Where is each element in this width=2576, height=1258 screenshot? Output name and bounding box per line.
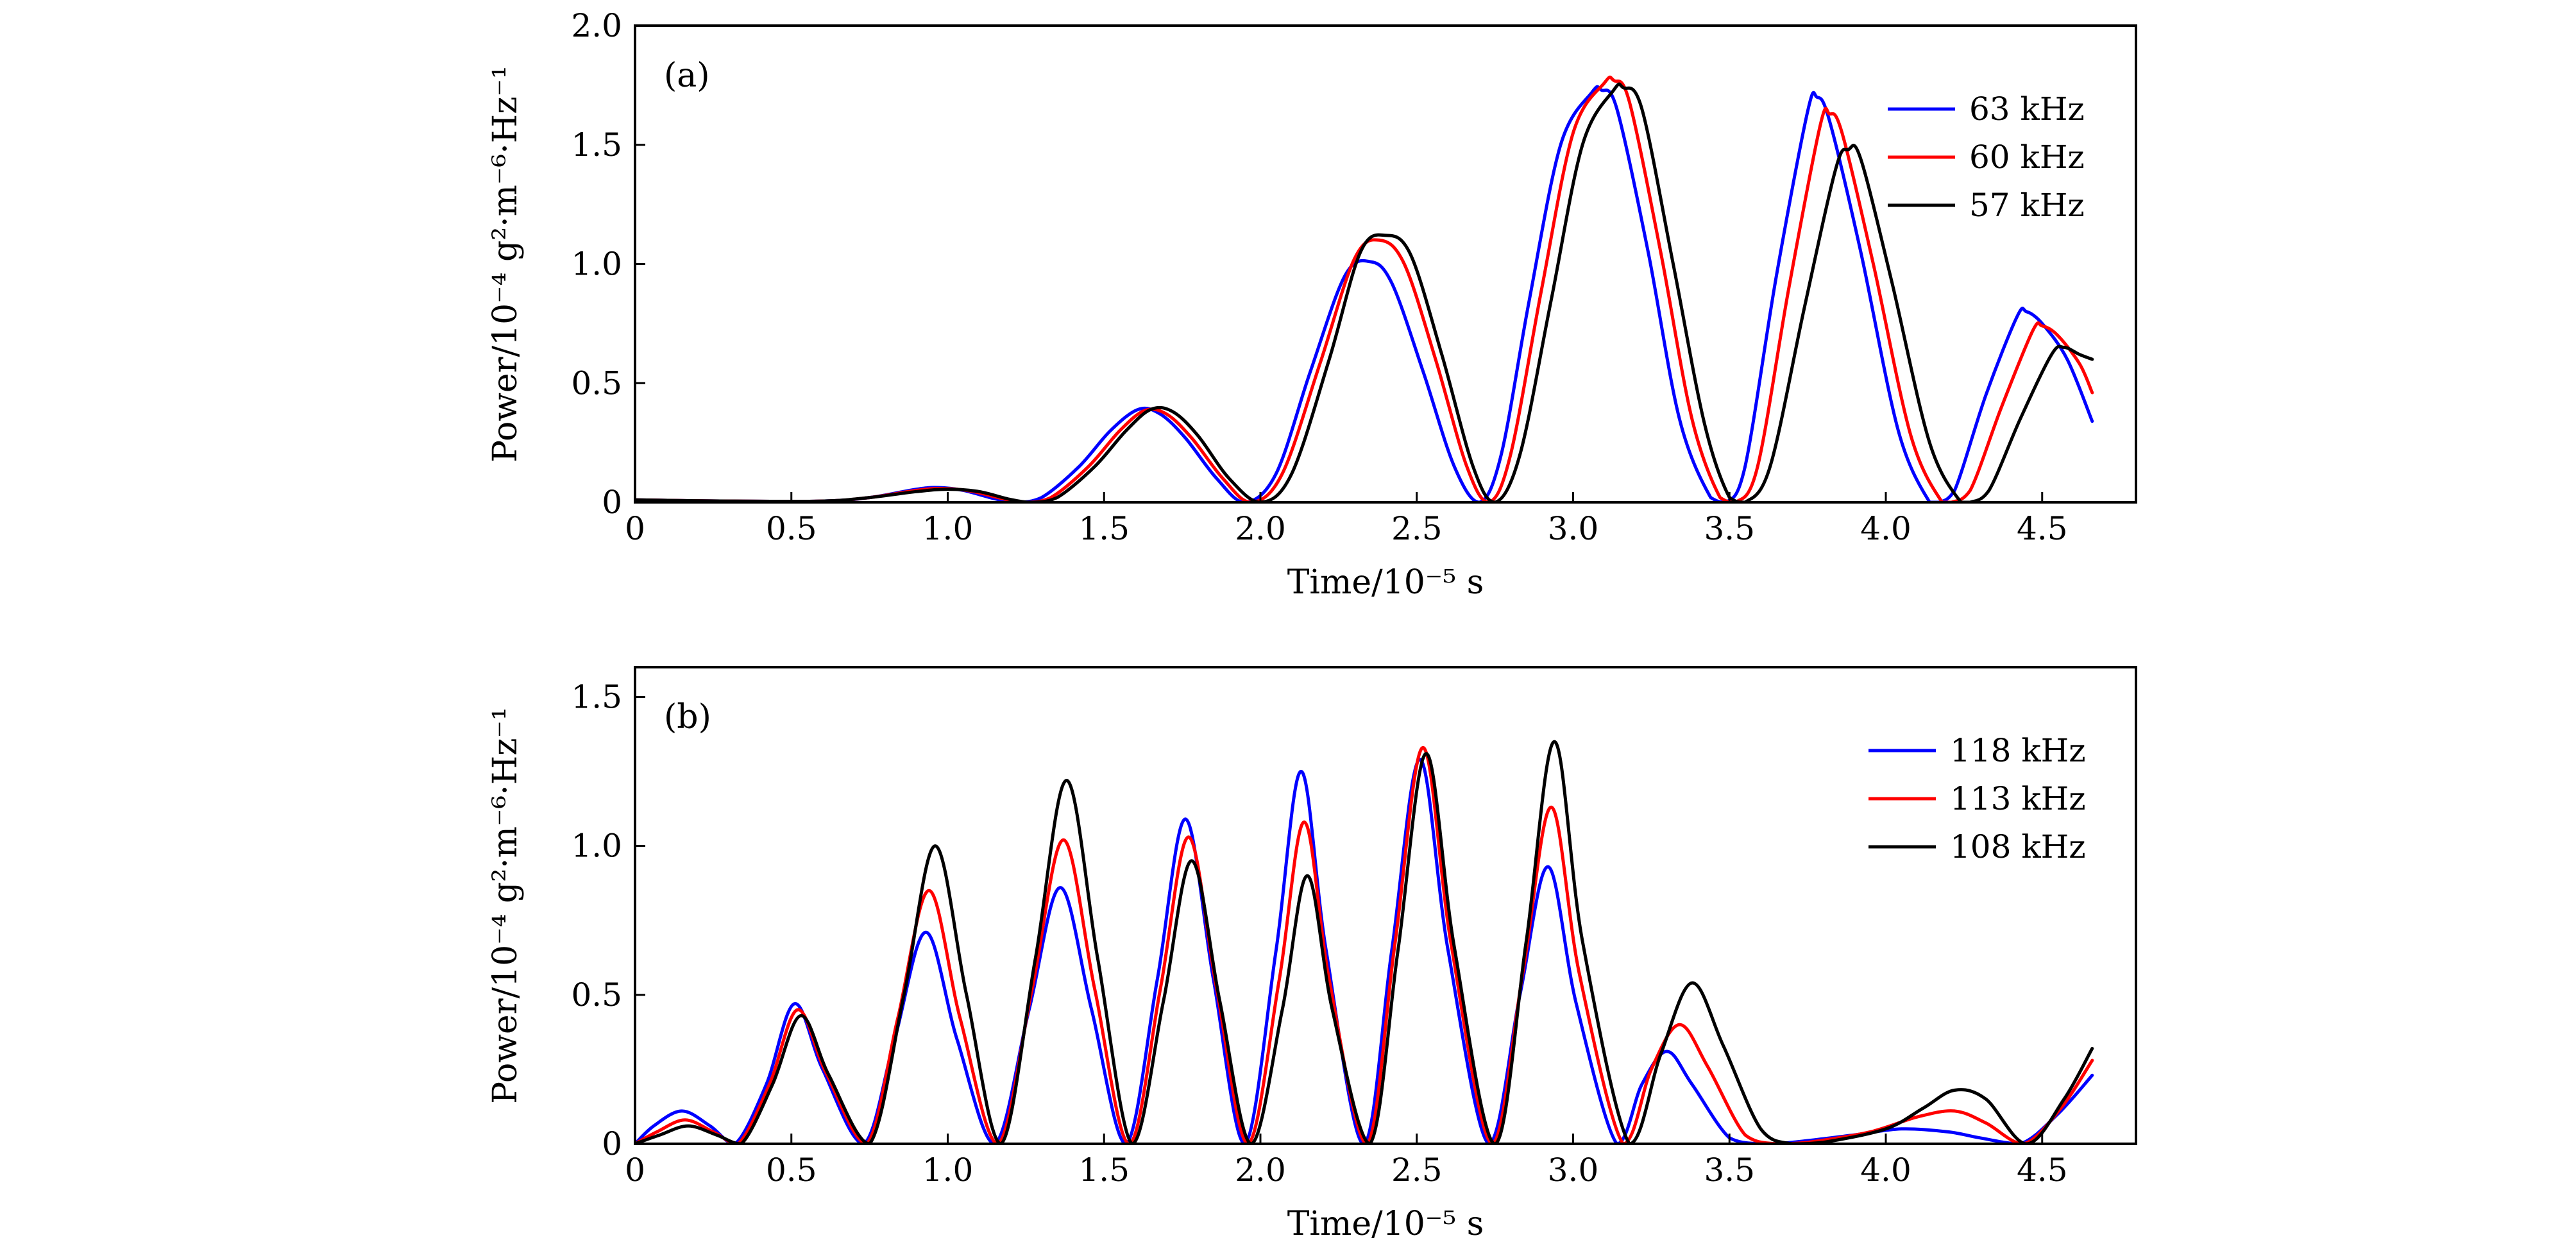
- y-tick-label: 0: [602, 484, 622, 521]
- x-tick-label: 0: [625, 1152, 645, 1189]
- legend-label: 113 kHz: [1950, 780, 2086, 817]
- legend-label: 108 kHz: [1950, 828, 2086, 865]
- y-tick-label: 1.0: [571, 246, 622, 283]
- y-axis-label: Power/10⁻⁴ g²·m⁻⁶·Hz⁻¹: [486, 65, 525, 463]
- x-tick-label: 2.5: [1391, 510, 1443, 547]
- legend-b: 118 kHz 113 kHz 108 kHz: [1868, 732, 2086, 865]
- panel-tag-a: (a): [664, 56, 710, 95]
- series-line-118-khz: [635, 758, 2094, 1144]
- x-axis-label: Time/10⁻⁵ s: [1287, 1205, 1484, 1243]
- series-line-57-khz: [635, 82, 2094, 502]
- y-axis-label: Power/10⁻⁴ g²·m⁻⁶·Hz⁻¹: [486, 707, 525, 1104]
- panel-tag-b: (b): [664, 698, 711, 736]
- x-tick-label: 1.5: [1078, 1152, 1130, 1189]
- legend-label: 63 kHz: [1969, 90, 2085, 128]
- x-axis-label: Time/10⁻⁵ s: [1287, 563, 1484, 602]
- series-line-108-khz: [635, 740, 2094, 1144]
- y-tick-label: 1.5: [571, 678, 622, 715]
- x-tick-label: 1.0: [922, 510, 974, 547]
- y-tick-label: 1.5: [571, 126, 622, 164]
- x-tick-label: 3.5: [1704, 510, 1755, 547]
- x-tick-label: 4.5: [2017, 510, 2068, 547]
- y-tick-label: 1.0: [571, 828, 622, 865]
- x-tick-label: 1.5: [1078, 510, 1130, 547]
- y-tick-label: 0.5: [571, 976, 622, 1014]
- x-tick-label: 3.0: [1548, 510, 1599, 547]
- legend-label: 57 kHz: [1969, 187, 2085, 224]
- legend-label: 118 kHz: [1950, 732, 2086, 769]
- x-tick-label: 4.5: [2017, 1152, 2068, 1189]
- legend-a: 63 kHz 60 kHz 57 kHz: [1888, 90, 2085, 224]
- series-line-113-khz: [635, 745, 2094, 1144]
- x-tick-label: 3.5: [1704, 1152, 1755, 1189]
- legend-label: 60 kHz: [1969, 139, 2085, 176]
- series-line-60-khz: [635, 75, 2094, 502]
- series-line-63-khz: [635, 85, 2094, 502]
- y-tick-label: 0.5: [571, 364, 622, 402]
- x-tick-label: 2.0: [1235, 510, 1286, 547]
- chart-panel-b: 0 0.5 1.0 1.5 2.0 2.5 3.0 3.5 4.0 4.5 0 0.5 1.0 1.5 Ti…: [486, 666, 2137, 1243]
- x-tick-label: 4.0: [1860, 510, 1911, 547]
- plot-frame-b: [634, 666, 2137, 1145]
- x-tick-label: 4.0: [1860, 1152, 1911, 1189]
- x-tick-label: 1.0: [922, 1152, 974, 1189]
- x-tick-label: 3.0: [1548, 1152, 1599, 1189]
- x-tick-label: 2.5: [1391, 1152, 1443, 1189]
- x-tick-label: 0.5: [766, 1152, 817, 1189]
- x-tick-label: 0: [625, 510, 645, 547]
- chart-panel-a: 0 0.5 1.0 1.5 2.0 2.5 3.0 3.5 4.0 4.5 0 0.5 1.0 1.5 2.…: [486, 7, 2137, 602]
- x-tick-label: 2.0: [1235, 1152, 1286, 1189]
- y-tick-label: 2.0: [571, 7, 622, 44]
- x-tick-label: 0.5: [766, 510, 817, 547]
- y-tick-label: 0: [602, 1125, 622, 1162]
